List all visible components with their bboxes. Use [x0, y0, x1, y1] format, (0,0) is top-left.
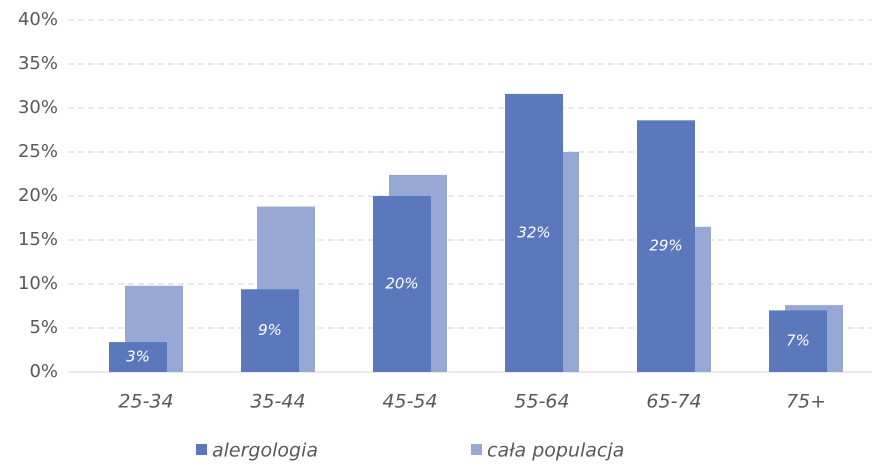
bar [109, 342, 167, 372]
legend-swatch [196, 444, 207, 455]
y-tick-label: 25% [18, 141, 58, 162]
x-tick-label: 25-34 [118, 391, 173, 413]
x-tick-label: 65-74 [646, 391, 701, 413]
x-tick-label: 75+ [786, 391, 826, 413]
y-tick-label: 15% [18, 229, 58, 250]
bar [505, 93, 563, 373]
x-tick-label: 45-54 [382, 391, 437, 413]
value-label: 20% [385, 275, 418, 293]
bar [241, 289, 299, 372]
y-tick-label: 0% [29, 361, 58, 382]
y-tick-label: 30% [18, 97, 58, 118]
y-tick-label: 10% [18, 273, 58, 294]
y-tick-label: 20% [18, 185, 58, 206]
bar [373, 196, 431, 372]
value-label: 3% [126, 348, 150, 366]
value-label: 32% [517, 223, 550, 241]
x-tick-label: 35-44 [250, 391, 305, 413]
legend-label: cała populacja [487, 440, 624, 462]
value-label: 7% [786, 332, 810, 350]
y-tick-label: 5% [29, 317, 58, 338]
y-tick-label: 40% [18, 9, 58, 30]
bar [637, 120, 695, 372]
legend-swatch [471, 444, 482, 455]
value-label: 29% [649, 237, 682, 255]
bar [769, 310, 827, 372]
y-tick-label: 35% [18, 53, 58, 74]
legend-label: alergologia [212, 440, 318, 462]
x-tick-label: 55-64 [514, 391, 569, 413]
value-label: 9% [258, 321, 282, 339]
